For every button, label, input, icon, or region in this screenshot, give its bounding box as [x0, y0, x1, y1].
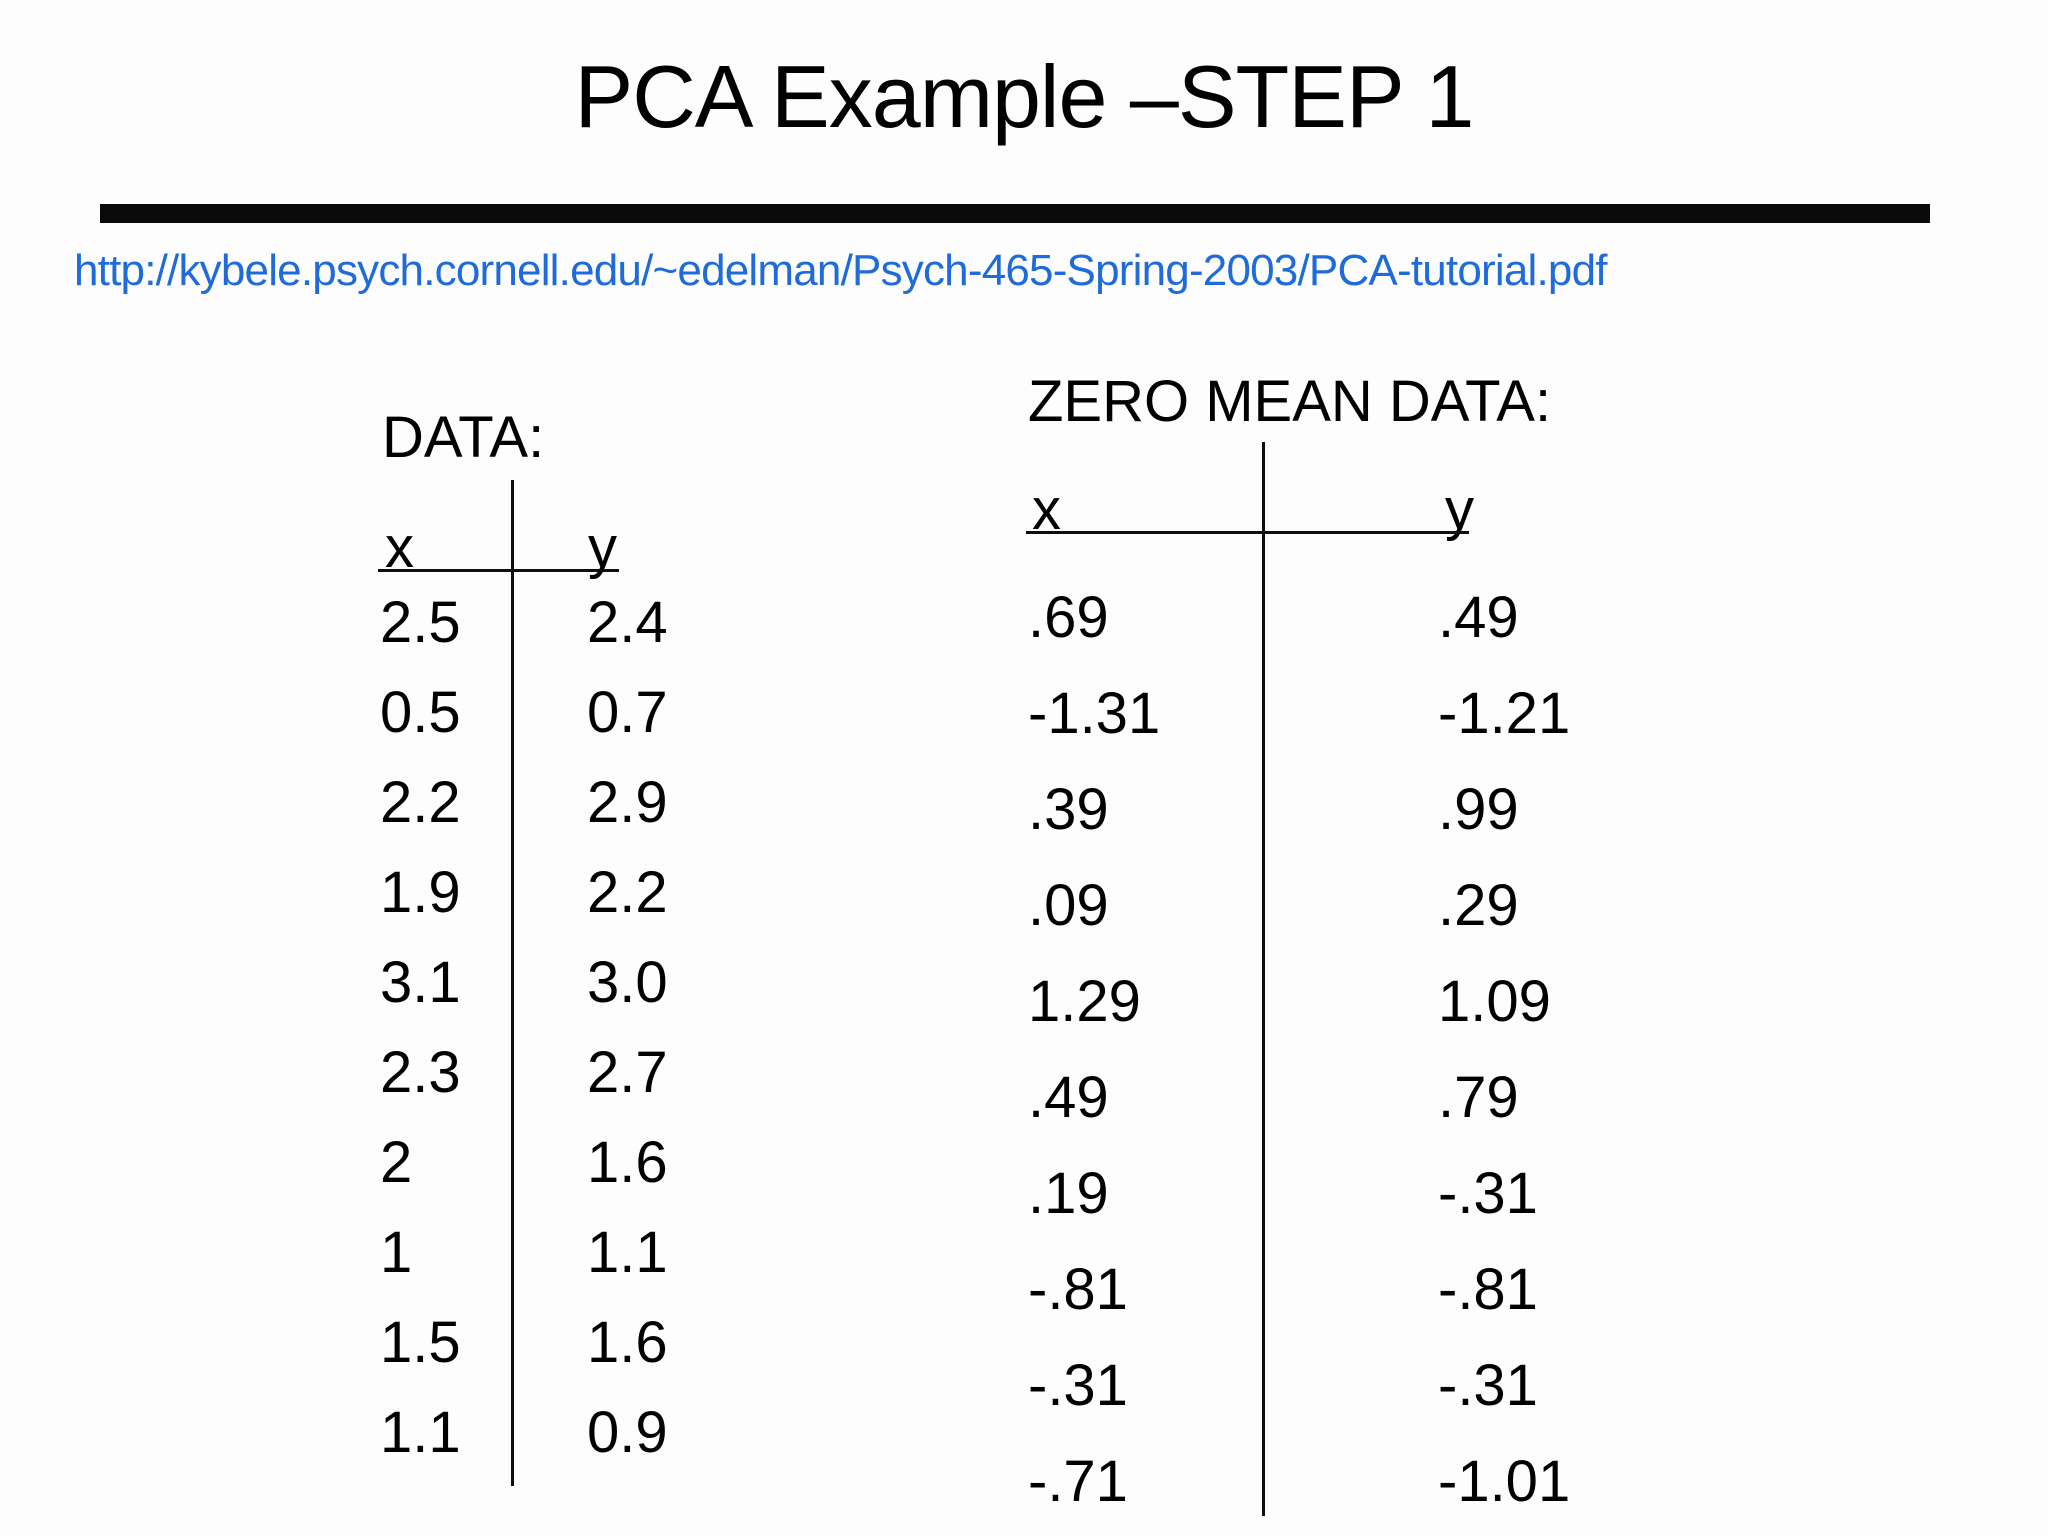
- cell-y: 2.2: [587, 860, 668, 925]
- slide-title: PCA Example –STEP 1: [574, 47, 1475, 146]
- cell-x: 1.29: [1028, 969, 1141, 1034]
- cell-y: 1.6: [587, 1310, 668, 1375]
- cell-x: 2.3: [380, 1040, 461, 1105]
- cell-x: 1.9: [380, 860, 461, 925]
- cell-y: 0.7: [587, 680, 668, 745]
- table-row: 1.29 1.09: [1028, 954, 1668, 1050]
- data-table-rows: 2.5 2.4 0.5 0.7 2.2 2.9 1.9 2.2 3.1 3.0 2.3 2.7 2 1.6…: [380, 578, 700, 1478]
- table-row: -.71 -1.01: [1028, 1434, 1668, 1530]
- source-link[interactable]: http://kybele.psych.cornell.edu/~edelman…: [74, 246, 1607, 295]
- cell-y: -1.21: [1438, 681, 1571, 746]
- cell-y: 2.4: [587, 590, 668, 655]
- cell-y: -.81: [1438, 1257, 1538, 1322]
- zero-mean-table-column-y: y: [1445, 477, 1474, 542]
- cell-x: -.71: [1028, 1449, 1128, 1514]
- table-row: 0.5 0.7: [380, 668, 700, 758]
- data-table-divider-line: [511, 480, 514, 1486]
- cell-x: -.81: [1028, 1257, 1128, 1322]
- cell-x: 0.5: [380, 680, 461, 745]
- cell-x: 2.5: [380, 590, 461, 655]
- data-table-column-x: x: [385, 515, 414, 580]
- cell-y: 0.9: [587, 1400, 668, 1465]
- zero-mean-table-column-x: x: [1032, 477, 1061, 542]
- cell-y: -.31: [1438, 1161, 1538, 1226]
- zero-mean-table-divider-line: [1262, 442, 1265, 1516]
- cell-x: 2: [380, 1130, 413, 1195]
- cell-y: 1.6: [587, 1130, 668, 1195]
- cell-y: -.31: [1438, 1353, 1538, 1418]
- table-row: -.81 -.81: [1028, 1242, 1668, 1338]
- table-row: .49 .79: [1028, 1050, 1668, 1146]
- table-row: -1.31 -1.21: [1028, 666, 1668, 762]
- cell-y: .29: [1438, 873, 1519, 938]
- zero-mean-table-rows: .69 .49 -1.31 -1.21 .39 .99 .09 .29 1.29 1.09 .49.…: [1028, 570, 1668, 1530]
- cell-x: .39: [1028, 777, 1109, 842]
- cell-x: -1.31: [1028, 681, 1161, 746]
- data-table-header-line: [378, 569, 619, 572]
- cell-x: .69: [1028, 585, 1109, 650]
- cell-y: 2.9: [587, 770, 668, 835]
- table-row: 2.3 2.7: [380, 1028, 700, 1118]
- table-row: 1.9 2.2: [380, 848, 700, 938]
- cell-y: 1.09: [1438, 969, 1551, 1034]
- data-table-heading: DATA:: [382, 405, 545, 470]
- cell-x: .09: [1028, 873, 1109, 938]
- table-row: 2 1.6: [380, 1118, 700, 1208]
- cell-y: .79: [1438, 1065, 1519, 1130]
- table-row: 2.5 2.4: [380, 578, 700, 668]
- table-row: -.31 -.31: [1028, 1338, 1668, 1434]
- table-row: 1.5 1.6: [380, 1298, 700, 1388]
- table-row: 3.1 3.0: [380, 938, 700, 1028]
- cell-x: .49: [1028, 1065, 1109, 1130]
- cell-x: 1.1: [380, 1400, 461, 1465]
- cell-y: 2.7: [587, 1040, 668, 1105]
- table-row: 2.2 2.9: [380, 758, 700, 848]
- title-divider: [100, 204, 1930, 223]
- cell-x: -.31: [1028, 1353, 1128, 1418]
- cell-y: 3.0: [587, 950, 668, 1015]
- table-row: .69 .49: [1028, 570, 1668, 666]
- cell-x: 1: [380, 1220, 413, 1285]
- zero-mean-table-header-line: [1026, 531, 1469, 534]
- cell-y: .49: [1438, 585, 1519, 650]
- table-row: .39 .99: [1028, 762, 1668, 858]
- data-table-column-y: y: [588, 515, 617, 580]
- cell-y: 1.1: [587, 1220, 668, 1285]
- table-row: 1 1.1: [380, 1208, 700, 1298]
- cell-x: 3.1: [380, 950, 461, 1015]
- cell-x: 2.2: [380, 770, 461, 835]
- table-row: .09 .29: [1028, 858, 1668, 954]
- cell-y: .99: [1438, 777, 1519, 842]
- cell-x: .19: [1028, 1161, 1109, 1226]
- cell-x: 1.5: [380, 1310, 461, 1375]
- table-row: 1.1 0.9: [380, 1388, 700, 1478]
- cell-y: -1.01: [1438, 1449, 1571, 1514]
- table-row: .19 -.31: [1028, 1146, 1668, 1242]
- zero-mean-table-heading: ZERO MEAN DATA:: [1028, 369, 1552, 434]
